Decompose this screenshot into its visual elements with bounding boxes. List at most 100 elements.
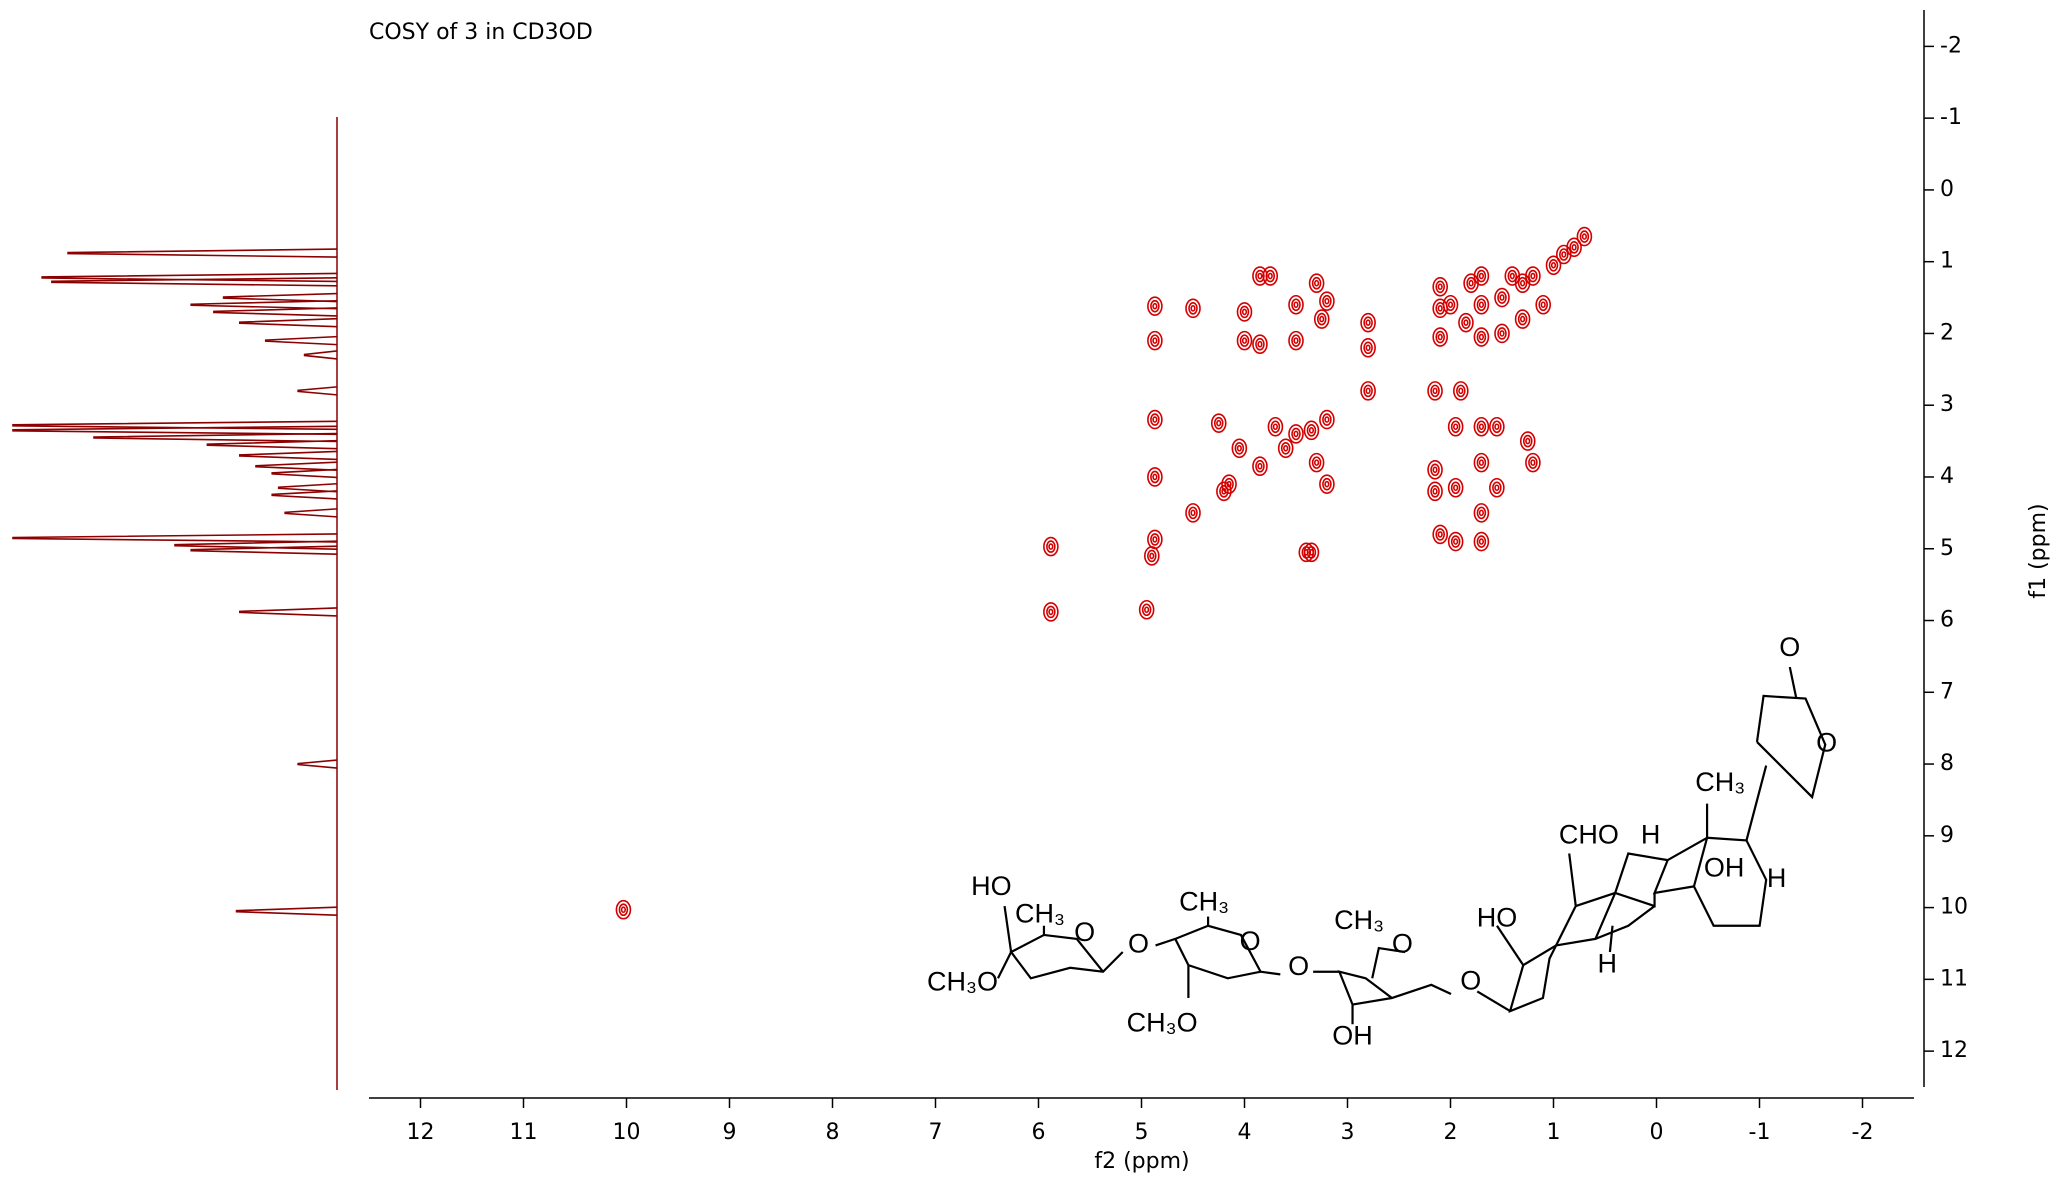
projection-peak (222, 292, 338, 303)
contour (1043, 536, 1059, 557)
structure-label: H (1767, 863, 1787, 893)
x-tick-label: 5 (1135, 1120, 1149, 1145)
contour (1150, 299, 1160, 313)
cross-peak (1277, 438, 1294, 459)
contour (1252, 334, 1268, 355)
contour (1499, 294, 1505, 301)
contour (1306, 546, 1317, 559)
contour (1478, 272, 1484, 280)
contour (620, 906, 627, 914)
contour (1447, 531, 1464, 552)
cross-peak (1473, 327, 1490, 347)
contour (1221, 474, 1237, 494)
structure-label: OH (1704, 852, 1745, 882)
contour (1473, 294, 1490, 315)
projection-peak (255, 461, 338, 472)
contour (1270, 420, 1281, 434)
structure-label: CH₃ (1015, 898, 1065, 928)
contour (1453, 484, 1459, 492)
contour (1324, 480, 1330, 488)
y-tick-label: 1 (1940, 249, 1954, 274)
cross-peak (1319, 291, 1335, 311)
projection-peak (239, 607, 338, 617)
cross-peak (1288, 294, 1304, 315)
contour (1308, 549, 1315, 556)
projection-peak (12, 533, 338, 543)
cross-peak (1221, 474, 1237, 494)
contour (1239, 305, 1250, 319)
contour (1525, 437, 1531, 445)
contour (1363, 316, 1373, 329)
cross-peak (1252, 334, 1268, 355)
cross-peak (1185, 298, 1201, 319)
contour (1150, 470, 1160, 484)
contour (1545, 255, 1562, 276)
projection-peak (271, 490, 338, 500)
cross-peak (1525, 452, 1541, 473)
contour (1478, 333, 1484, 341)
contour (1427, 460, 1443, 480)
structure-label: CH₃O (1127, 1007, 1198, 1037)
contour (1360, 312, 1376, 333)
contour (1478, 459, 1484, 466)
cross-peak (1447, 531, 1464, 552)
contour (1427, 381, 1443, 401)
contour (1144, 546, 1160, 566)
projection-peak (271, 468, 338, 479)
structure-label: O (1128, 929, 1149, 959)
contour (1293, 430, 1299, 438)
contour (1363, 384, 1373, 398)
cross-peak (1447, 416, 1464, 437)
contour (1147, 467, 1163, 487)
x-tick-label: 12 (407, 1120, 435, 1145)
cross-peak (1319, 409, 1335, 430)
contour (1288, 330, 1304, 351)
contour (1257, 462, 1263, 470)
cross-peak (1144, 546, 1160, 566)
contour (1540, 301, 1546, 309)
projection-peak (51, 276, 338, 287)
contour (1432, 466, 1438, 474)
y-tick-label: 12 (1940, 1038, 1968, 1063)
contour (1152, 473, 1158, 481)
contour (1492, 420, 1502, 434)
contour (1530, 272, 1536, 280)
structure-label: CH₃ (1334, 905, 1384, 935)
cross-peak (1360, 312, 1376, 333)
cross-peak (1576, 226, 1593, 247)
cross-peak (1147, 409, 1163, 430)
contour (1241, 308, 1248, 316)
cross-peak (1519, 431, 1536, 451)
contour (1216, 481, 1232, 502)
projection-peak (190, 545, 338, 555)
contour (1473, 531, 1490, 552)
bond (1173, 924, 1281, 980)
projection-peak (264, 335, 338, 346)
x-tick-label: 6 (1032, 1120, 1046, 1145)
contour (1283, 444, 1289, 452)
contour (1288, 424, 1304, 444)
cross-peak (1319, 474, 1335, 494)
contour (1147, 330, 1163, 351)
contour (1473, 503, 1490, 523)
contour (1226, 480, 1232, 488)
x-axis-label: f2 (ppm) (1094, 1149, 1189, 1174)
contour (1147, 409, 1163, 430)
cross-peak (1473, 416, 1490, 437)
bond (1155, 937, 1176, 947)
cross-peak (1473, 531, 1490, 552)
projection-peak (277, 482, 338, 493)
contour (1308, 273, 1325, 294)
y-tick-label: -2 (1940, 33, 1962, 58)
contour (1519, 431, 1536, 451)
cross-peak (1236, 302, 1253, 322)
contour (1313, 459, 1320, 466)
x-tick-label: 8 (826, 1120, 840, 1145)
y-tick-label: 10 (1940, 895, 1968, 920)
contour (1450, 420, 1461, 434)
contour (1241, 337, 1248, 344)
structure-label: CH₃O (927, 967, 998, 997)
contour (1291, 334, 1301, 347)
contour (1360, 338, 1376, 358)
